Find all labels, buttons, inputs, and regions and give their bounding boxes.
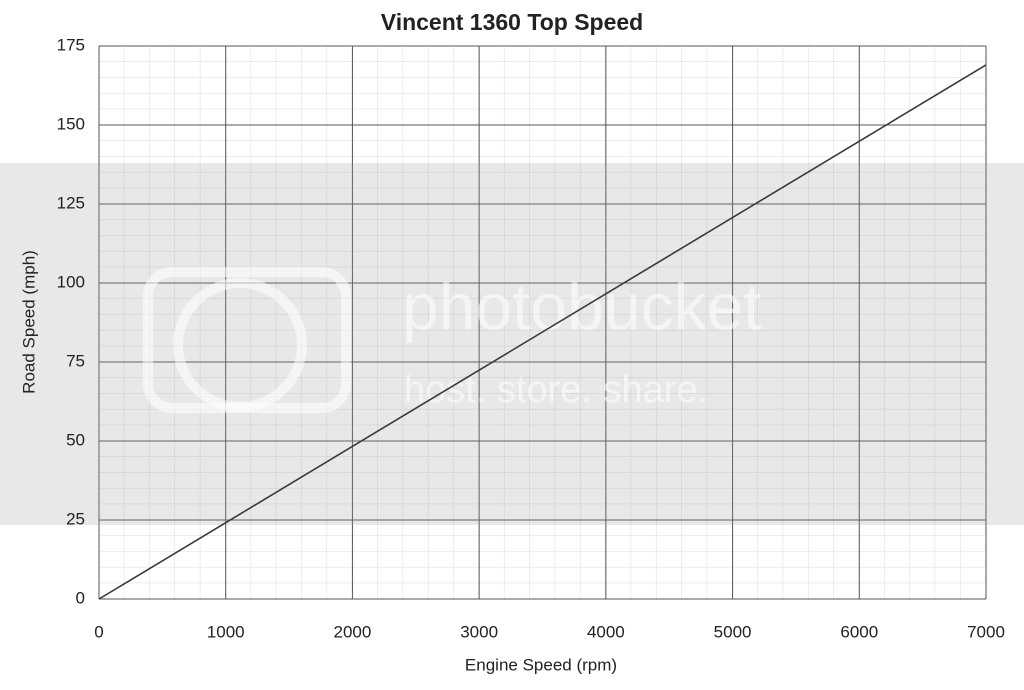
x-tick-label: 3000 bbox=[460, 622, 498, 641]
y-tick-label: 75 bbox=[66, 351, 85, 370]
watermark-band bbox=[0, 163, 1024, 525]
y-tick-label: 100 bbox=[57, 272, 85, 291]
x-axis-label: Engine Speed (rpm) bbox=[465, 655, 617, 674]
watermark-logo bbox=[173, 278, 307, 412]
y-tick-label: 175 bbox=[57, 35, 85, 54]
watermark-text: host. store. share. bbox=[404, 369, 708, 411]
y-tick-label: 125 bbox=[57, 193, 85, 212]
watermark-text: photobucket bbox=[402, 269, 762, 343]
grid bbox=[98, 45, 987, 600]
y-tick-label: 50 bbox=[66, 430, 85, 449]
y-axis-label: Road Speed (mph) bbox=[19, 250, 38, 394]
y-tick-label: 25 bbox=[66, 509, 85, 528]
y-tick-label: 0 bbox=[76, 588, 85, 607]
x-tick-label: 7000 bbox=[967, 622, 1005, 641]
x-tick-label: 6000 bbox=[840, 622, 878, 641]
minor-grid bbox=[99, 46, 986, 599]
x-tick-label: 0 bbox=[94, 622, 103, 641]
chart-title: Vincent 1360 Top Speed bbox=[381, 9, 643, 35]
x-tick-label: 5000 bbox=[714, 622, 752, 641]
x-tick-label: 1000 bbox=[207, 622, 245, 641]
y-tick-label: 150 bbox=[57, 114, 85, 133]
data-line bbox=[98, 64, 987, 600]
x-tick-label: 4000 bbox=[587, 622, 625, 641]
x-tick-label: 2000 bbox=[334, 622, 372, 641]
